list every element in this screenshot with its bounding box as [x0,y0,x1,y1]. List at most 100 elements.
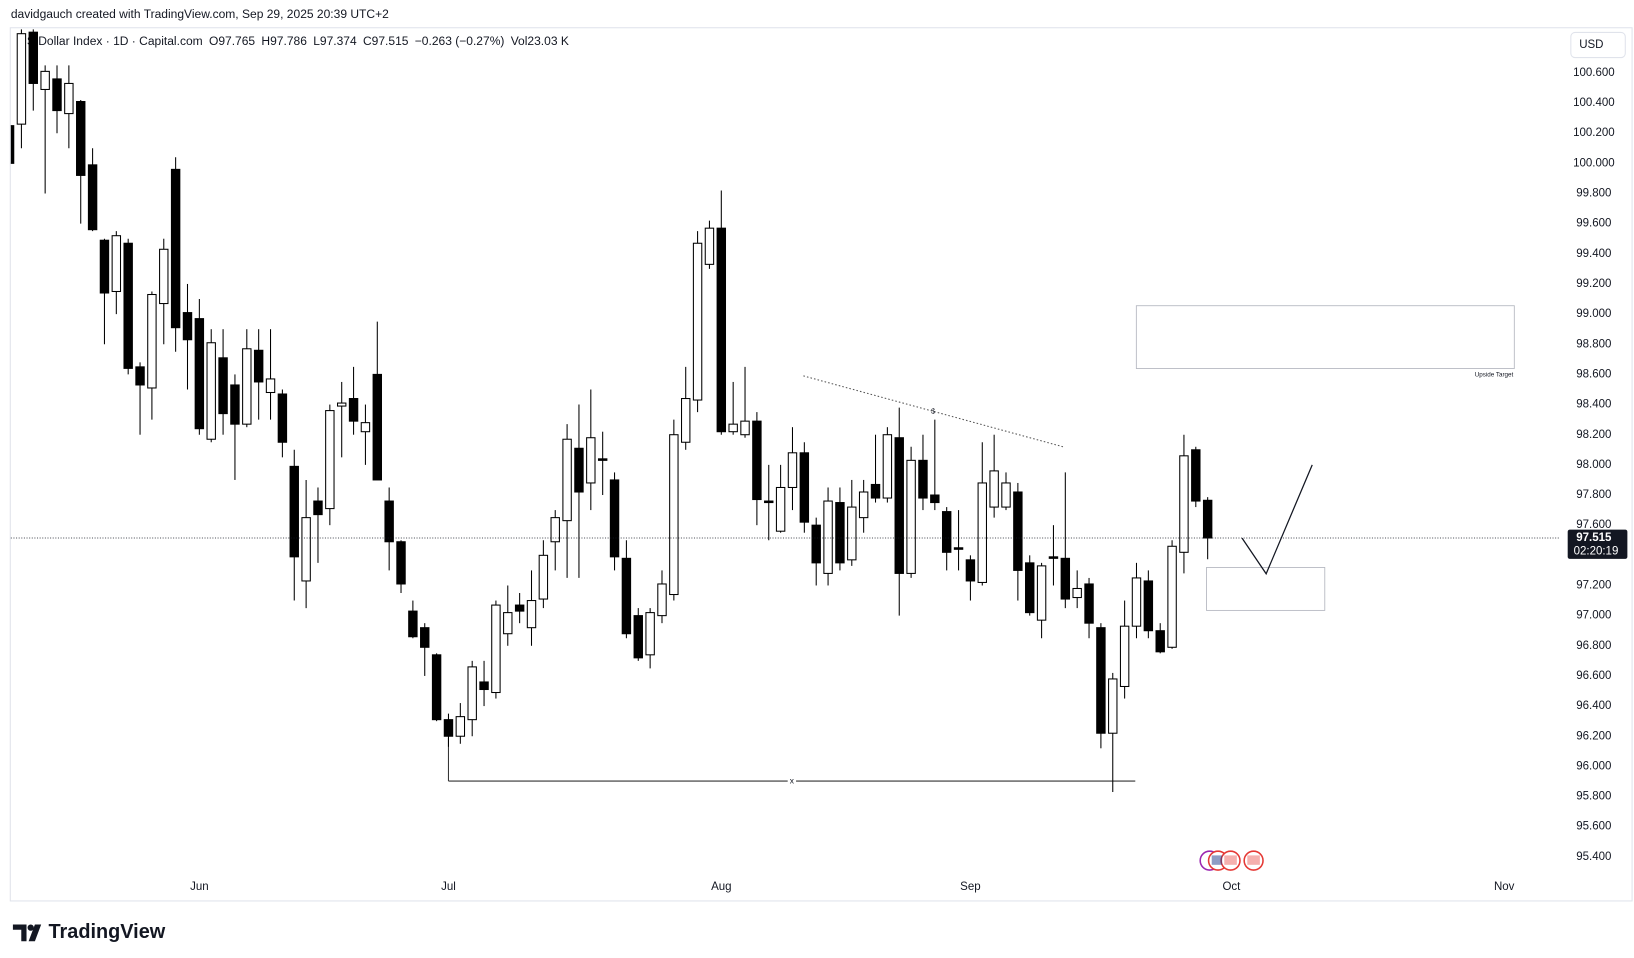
candle-body [242,348,252,425]
legend-value: C97.515 [363,34,409,48]
candle-body [16,33,27,125]
legend-value: O97.765 [209,34,255,48]
candle-body [918,459,928,499]
candle-body [289,465,299,558]
x-tick-label: Jul [441,881,456,893]
currency[interactable]: USD [1579,39,1603,51]
candle-body [87,164,98,231]
y-tick-label: 98.000 [1576,459,1611,471]
candle-body [692,242,703,401]
candle-body [491,604,501,694]
x-tick-label: Oct [1222,881,1241,893]
candle-body [467,666,477,721]
candle-body [10,125,15,164]
logo[interactable]: TradingView [12,921,166,943]
candle-body [1143,580,1154,632]
candle-body [787,452,798,489]
creator-line: davidgauch created with TradingView.com,… [11,7,389,21]
candle-body [147,293,157,389]
candle-body [360,422,371,433]
logo-icon[interactable] [12,924,42,942]
candle-body [253,349,264,383]
candle-body [752,420,762,501]
logo-text[interactable]: TradingView [49,921,166,943]
candle-body [621,557,632,635]
candle-body [823,500,833,574]
candle-body [574,447,584,493]
candle-body [538,554,549,600]
candle-body [716,227,727,433]
y-tick-label: 96.600 [1576,670,1611,682]
candle-body [408,610,418,638]
candle-body [633,615,643,659]
candle-body [479,681,489,691]
candle-body [182,312,193,341]
x-tick-label: Aug [711,881,731,893]
logo-dot [27,924,34,931]
candle-body [977,482,987,583]
candle-body [953,547,964,550]
candle-body [1060,557,1071,600]
candle-body [799,452,810,523]
event-icon[interactable] [1243,850,1264,871]
candle-body [1025,562,1035,614]
x-tick-label: Jun [190,881,209,893]
candle-body [52,78,62,112]
currency-box[interactable] [1570,31,1626,59]
y-tick-label: 96.200 [1576,730,1611,742]
candle-body [906,459,916,574]
candle-body [550,517,560,543]
candle-body [64,82,74,115]
candle-body [764,500,774,504]
event-flag [1247,855,1260,865]
candle-body [930,494,940,504]
countdown: 02:20:19 [1574,546,1619,558]
target-label: Upside Target [1475,371,1514,378]
candle-body [1202,499,1213,539]
candle-body [1096,627,1106,734]
candle-body [514,604,525,612]
candle-body [40,70,50,90]
last-price-tag [1567,529,1628,559]
chart-frame [9,27,1633,902]
candles [10,29,1213,793]
candle-body [1072,587,1082,599]
y-tick-label: 95.800 [1576,791,1611,803]
y-tick-label: 99.400 [1576,248,1611,260]
y-tick-label: 96.800 [1576,640,1611,652]
candle-body [728,423,738,433]
legend-value: −0.263 (−0.27%) [415,34,505,48]
y-tick-label: 97.600 [1576,519,1611,531]
event-icons[interactable] [1199,850,1264,871]
event-flag [1211,855,1223,865]
y-tick-label: 99.000 [1576,308,1611,320]
candle-body [135,366,145,386]
candle-body [989,470,999,508]
candle-body [123,242,133,369]
y-tick-label: 100.000 [1573,157,1615,169]
candle-body [1084,583,1094,624]
candle-body [503,612,513,635]
y-tick-label: 96.000 [1576,760,1611,772]
candle-body [218,357,228,415]
candle-body [941,511,952,553]
y-tick-label: 95.400 [1576,851,1611,863]
candle-body [99,239,110,294]
y-tick-label: 99.800 [1576,188,1611,200]
candle-body [420,627,430,648]
y-tick-label: 95.600 [1576,821,1611,833]
candle-body [1108,678,1118,734]
legend-value: Vol23.03 K [511,34,569,48]
legend-line: US Dollar Index · 1D · Capital.com O97.7… [18,34,569,48]
candle-body [194,318,205,430]
y-tick-label: 100.400 [1573,97,1615,109]
support-label-bg [787,775,797,787]
candle-body [159,248,169,305]
y-tick-label: 98.400 [1576,399,1611,411]
legend-value: L97.374 [313,34,357,48]
event-flag [1224,855,1237,865]
last-price-label: 97.515 [1576,532,1612,544]
candle-body [669,434,679,596]
y-tick-label: 98.200 [1576,429,1611,441]
